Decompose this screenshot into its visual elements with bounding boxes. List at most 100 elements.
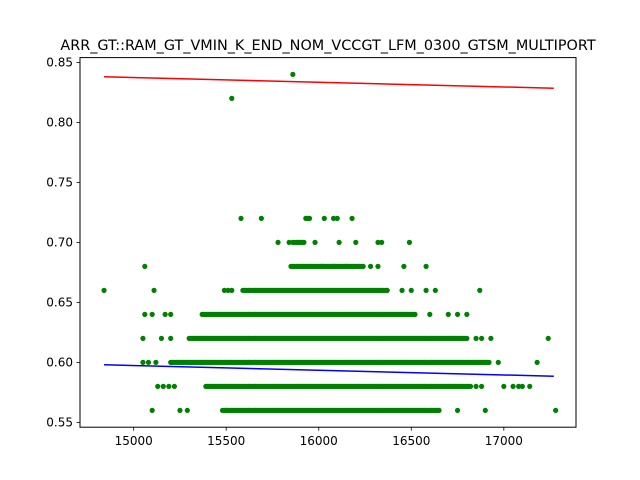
data-points <box>101 71 559 413</box>
data-point <box>140 335 146 341</box>
data-point <box>360 263 366 269</box>
y-tick-label: 0.55 <box>46 416 73 430</box>
x-tick-label: 15500 <box>207 434 245 448</box>
y-tick-label: 0.80 <box>46 116 73 130</box>
data-point <box>330 263 337 269</box>
data-point <box>286 239 292 245</box>
data-point <box>408 287 414 293</box>
data-point <box>401 263 407 269</box>
data-point <box>501 383 507 389</box>
data-point <box>229 287 235 293</box>
data-point <box>353 239 359 245</box>
data-point <box>482 407 488 413</box>
data-point <box>168 311 174 317</box>
x-tick-label: 16500 <box>392 434 430 448</box>
data-point <box>275 239 281 245</box>
y-tick-label: 0.85 <box>46 56 73 70</box>
data-point <box>399 287 405 293</box>
data-point <box>171 383 177 389</box>
data-point <box>445 311 451 317</box>
data-point <box>473 383 479 389</box>
chart-title: ARR_GT::RAM_GT_VMIN_K_END_NOM_VCCGT_LFM_… <box>60 38 595 54</box>
data-point <box>225 287 231 293</box>
data-point <box>151 287 157 293</box>
data-point <box>454 311 461 317</box>
data-point <box>166 383 172 389</box>
blue-trend-line <box>104 364 554 377</box>
trend-lines <box>104 76 554 377</box>
y-tick-label: 0.65 <box>46 296 73 310</box>
red-trend-line <box>104 76 554 89</box>
data-point <box>545 335 551 341</box>
data-point <box>158 335 165 341</box>
data-point <box>488 335 494 341</box>
data-point <box>160 383 166 389</box>
data-point <box>384 287 390 293</box>
data-point <box>336 239 342 245</box>
data-point <box>473 335 479 341</box>
data-point <box>427 311 433 317</box>
data-point <box>510 383 516 389</box>
data-point <box>306 215 313 221</box>
data-point <box>184 407 190 413</box>
y-tick-label: 0.75 <box>46 176 73 190</box>
data-point <box>142 263 148 269</box>
data-point <box>330 215 337 221</box>
data-point <box>495 359 501 365</box>
data-point <box>527 383 533 389</box>
data-point <box>534 359 540 365</box>
data-point <box>467 383 474 389</box>
data-point <box>375 239 381 245</box>
y-tick-label: 0.70 <box>46 236 73 250</box>
x-tick-label: 15000 <box>115 434 153 448</box>
y-axis: 0.55 0.60 0.65 0.70 0.75 0.80 0.85 <box>46 56 80 430</box>
data-point <box>477 287 483 293</box>
x-tick-label: 16000 <box>300 434 338 448</box>
data-point <box>312 239 318 245</box>
data-point <box>223 407 229 413</box>
data-point <box>140 359 146 365</box>
data-point <box>153 359 159 365</box>
data-point <box>432 287 438 293</box>
data-point <box>145 359 152 365</box>
data-point <box>423 287 429 293</box>
data-point <box>142 311 148 317</box>
data-point <box>349 215 355 221</box>
x-axis: 15000 15500 16000 16500 17000 <box>115 427 523 448</box>
data-point <box>379 239 385 245</box>
data-point <box>155 383 161 389</box>
y-tick-label: 0.60 <box>46 356 73 370</box>
data-point <box>149 407 155 413</box>
data-point <box>149 311 155 317</box>
x-tick-label: 17000 <box>485 434 523 448</box>
data-point <box>436 407 442 413</box>
data-point <box>301 239 307 245</box>
data-point <box>343 263 350 269</box>
data-point <box>367 263 374 269</box>
data-point <box>412 311 418 317</box>
data-point <box>321 215 327 221</box>
data-point <box>375 263 381 269</box>
data-point <box>454 407 461 413</box>
data-point-outlier <box>290 71 296 77</box>
data-point <box>334 215 340 221</box>
data-point <box>464 335 470 341</box>
data-point <box>486 359 492 365</box>
data-point-outlier <box>229 95 235 101</box>
data-point <box>177 407 183 413</box>
data-point <box>553 407 559 413</box>
data-point <box>238 215 244 221</box>
data-point <box>464 311 470 317</box>
data-point <box>258 215 264 221</box>
data-point <box>319 263 326 269</box>
data-point <box>423 263 429 269</box>
data-point <box>519 383 525 389</box>
data-point <box>406 239 413 245</box>
data-point <box>101 287 107 293</box>
data-point <box>168 335 174 341</box>
data-point <box>479 383 485 389</box>
data-point <box>516 383 522 389</box>
data-point <box>162 311 168 317</box>
